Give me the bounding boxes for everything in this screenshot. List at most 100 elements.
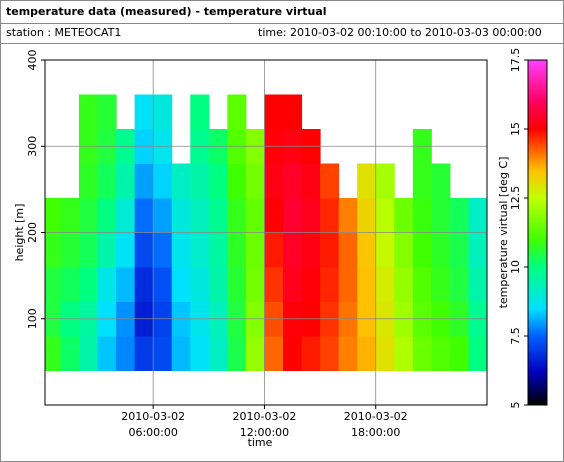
heat-cell [468,267,488,302]
x-tick-label: 2010-03-02 12:00:00 [232,410,296,439]
heat-cell [245,198,265,233]
heat-cell [171,336,191,371]
heat-cell [45,198,61,233]
heat-cell [375,232,395,268]
heat-cell [97,163,117,199]
heat-cell [412,232,432,268]
heat-cell [153,94,173,130]
heat-cell [153,267,173,302]
colorbar-tick-label: 10 [509,260,522,274]
heat-cell [320,198,340,233]
colorbar-tick-label: 12.5 [509,186,522,211]
heat-cell [245,267,265,302]
colorbar-tick-label: 17.5 [509,48,522,73]
heat-cell [134,336,154,371]
heat-cell [375,267,395,302]
heat-cell [97,267,117,302]
heat-cell [245,336,265,371]
heat-cell [375,336,395,371]
heat-cell [79,198,99,233]
heat-cell [227,198,247,233]
heat-cell [283,232,303,268]
heat-cell [208,267,228,302]
heat-cell [134,198,154,233]
heat-cell [468,232,488,268]
y-axis-label: height [m] [13,204,26,262]
colorbar-tick-label: 5 [509,402,522,409]
heat-cell [449,336,469,371]
heat-cell [431,267,451,302]
heat-cell [60,267,80,302]
heat-cell [283,94,303,130]
heat-cell [338,336,358,371]
heat-cell [375,198,395,233]
heat-cell [357,163,377,199]
heat-cell [283,267,303,302]
heat-cell [338,232,358,268]
colorbar-label: temperature virtual [deg C] [497,157,510,309]
heat-cell [301,267,321,302]
heat-cell [153,336,173,371]
heat-cell [320,163,340,199]
heat-cell [301,232,321,268]
heat-cell [283,198,303,233]
heat-cell [449,267,469,302]
heat-cell [468,198,488,233]
heat-cell [79,94,99,130]
heat-cell [245,163,265,199]
heat-cell [264,198,284,233]
heat-cell [264,232,284,268]
heat-cell [412,267,432,302]
heat-cell [190,198,210,233]
heat-cell [227,336,247,371]
heat-cell [208,336,228,371]
heat-cell [171,232,191,268]
heat-cell [208,198,228,233]
heat-cell [301,198,321,233]
heat-cell [45,336,61,371]
x-tick-label: 2010-03-02 06:00:00 [121,410,185,439]
y-tick-label: 300 [26,136,39,157]
heat-cell [79,336,99,371]
heat-cell [338,267,358,302]
heat-cell [357,232,377,268]
heat-cell [394,198,414,233]
heat-cell [412,163,432,199]
heat-cell [431,198,451,233]
heat-cell [208,163,228,199]
heat-cell [45,232,61,268]
heat-cell [116,163,136,199]
heat-cell [264,267,284,302]
heat-cell [468,336,488,371]
heat-cell [264,336,284,371]
heat-cell [190,163,210,199]
plot-border [44,59,488,406]
heat-cell [208,232,228,268]
heat-cell [116,198,136,233]
heat-cell [116,267,136,302]
heat-cell [134,232,154,268]
heat-cell [79,163,99,199]
station: station : METEOCAT1 [6,26,121,39]
heat-cell [394,267,414,302]
heat-cell [431,232,451,268]
heat-cell [190,94,210,130]
heat-cell [301,163,321,199]
heat-cell [134,163,154,199]
heat-cell [79,267,99,302]
heat-cell [60,232,80,268]
heat-cell [227,163,247,199]
heat-cell [97,94,117,130]
heat-cell [375,163,395,199]
heat-cell [283,163,303,199]
heat-cell [431,336,451,371]
colorbar-tick-label: 7.5 [509,327,522,345]
y-tick-label: 200 [26,222,39,243]
heat-cell [449,232,469,268]
heat-cell [357,267,377,302]
chart-title: temperature data (measured) - temperatur… [6,5,327,18]
heat-cell [320,267,340,302]
heat-cell [190,267,210,302]
heat-cell [338,198,358,233]
